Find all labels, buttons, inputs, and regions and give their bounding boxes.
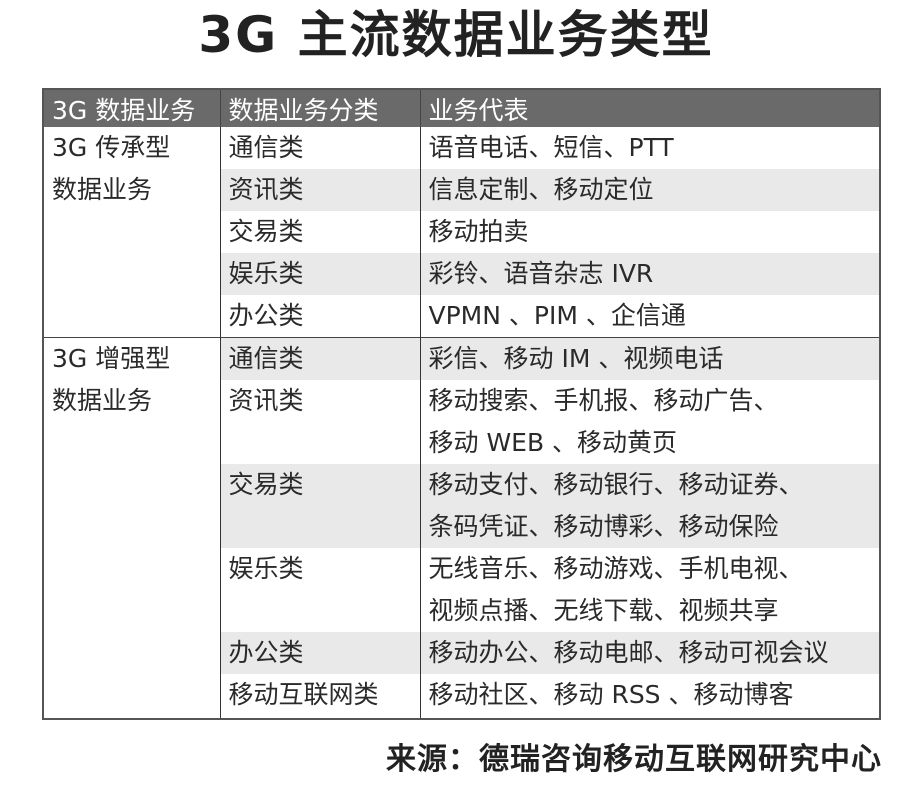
category-cell: 资讯类 — [219, 169, 420, 211]
group-name-line: 数据业务 — [52, 175, 153, 204]
representative-line: 移动支付、移动银行、移动证券、 — [428, 470, 804, 499]
representative-line: 移动拍卖 — [428, 217, 529, 246]
representative-line: 彩信、移动 IM 、视频电话 — [428, 344, 724, 373]
table-row: 资讯类 信息定制、移动定位 — [43, 169, 880, 211]
category-cell: 办公类 — [219, 295, 420, 338]
table-row: 移动互联网类 移动社区、移动 RSS 、移动博客 — [43, 674, 880, 719]
representative-cell: 彩铃、语音杂志 IVR — [419, 253, 880, 295]
representative-cell: 移动办公、移动电邮、移动可视会议 — [419, 632, 880, 674]
header-representative: 业务代表 — [419, 89, 880, 127]
category-cell: 交易类 — [219, 464, 420, 548]
representative-line: VPMN 、PIM 、企信通 — [428, 301, 686, 330]
category-cell: 娱乐类 — [219, 548, 420, 632]
representative-line: 移动搜索、手机报、移动广告、 — [428, 386, 779, 415]
representative-line: 条码凭证、移动博彩、移动保险 — [428, 512, 779, 541]
representative-line: 移动 WEB 、移动黄页 — [428, 428, 678, 457]
category-cell: 通信类 — [219, 337, 420, 380]
header-category: 数据业务分类 — [219, 89, 420, 127]
category-cell: 娱乐类 — [219, 253, 420, 295]
group-name-cell: 3G 增强型 数据业务 — [42, 337, 220, 719]
representative-line: 移动办公、移动电邮、移动可视会议 — [428, 638, 829, 667]
table-row: 3G 传承型 数据业务 通信类 语音电话、短信、PTT — [42, 127, 880, 338]
category-cell: 交易类 — [219, 211, 420, 253]
representative-cell: 移动拍卖 — [419, 211, 880, 253]
representative-cell: 移动社区、移动 RSS 、移动博客 — [419, 674, 880, 719]
table-row: 娱乐类 无线音乐、移动游戏、手机电视、 视频点播、无线下载、视频共享 — [43, 548, 880, 632]
table-row: 交易类 移动支付、移动银行、移动证券、 条码凭证、移动博彩、移动保险 — [43, 464, 880, 548]
source-note: 来源：德瑞咨询移动互联网研究中心 — [386, 742, 882, 777]
representative-cell: 移动搜索、手机报、移动广告、 移动 WEB 、移动黄页 — [419, 380, 880, 464]
category-cell: 办公类 — [219, 632, 420, 674]
table-header-row: 3G 数据业务 数据业务分类 业务代表 — [42, 89, 880, 127]
page-title: 3G 主流数据业务类型 — [198, 6, 714, 64]
data-services-table: 3G 数据业务 数据业务分类 业务代表 3G 传承型 数据业务 通信类 语音电话、… — [42, 88, 881, 720]
representative-cell: 无线音乐、移动游戏、手机电视、 视频点播、无线下载、视频共享 — [419, 548, 880, 632]
representative-cell: 语音电话、短信、PTT — [419, 127, 880, 169]
table-row: 办公类 VPMN 、PIM 、企信通 — [43, 295, 880, 338]
representative-line: 移动社区、移动 RSS 、移动博客 — [428, 680, 794, 709]
representative-line: 语音电话、短信、PTT — [428, 133, 674, 162]
representative-line: 彩铃、语音杂志 IVR — [428, 259, 654, 288]
category-cell: 通信类 — [219, 127, 420, 169]
representative-line: 无线音乐、移动游戏、手机电视、 — [428, 554, 804, 583]
representative-line: 视频点播、无线下载、视频共享 — [428, 596, 779, 625]
category-cell: 移动互联网类 — [219, 674, 420, 719]
group-name-line: 数据业务 — [52, 386, 153, 415]
representative-line: 信息定制、移动定位 — [428, 175, 654, 204]
table-row: 娱乐类 彩铃、语音杂志 IVR — [43, 253, 880, 295]
table-row: 资讯类 移动搜索、手机报、移动广告、 移动 WEB 、移动黄页 — [43, 380, 880, 464]
group-name-line: 3G 传承型 — [52, 133, 171, 162]
representative-cell: 信息定制、移动定位 — [419, 169, 880, 211]
representative-cell: 移动支付、移动银行、移动证券、 条码凭证、移动博彩、移动保险 — [419, 464, 880, 548]
group-name-cell: 3G 传承型 数据业务 — [42, 127, 220, 338]
representative-cell: 彩信、移动 IM 、视频电话 — [419, 337, 880, 380]
representative-cell: VPMN 、PIM 、企信通 — [419, 295, 880, 338]
header-service: 3G 数据业务 — [42, 89, 220, 127]
category-cell: 资讯类 — [219, 380, 420, 464]
group-name-line: 3G 增强型 — [52, 344, 171, 373]
table-row: 办公类 移动办公、移动电邮、移动可视会议 — [43, 632, 880, 674]
table-row: 3G 增强型 数据业务 通信类 彩信、移动 IM 、视频电话 — [42, 337, 880, 719]
table-row: 交易类 移动拍卖 — [43, 211, 880, 253]
